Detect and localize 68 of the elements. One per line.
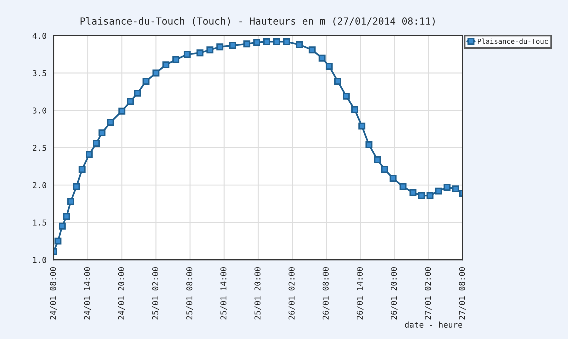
y-tick-label: 1.0 [33,257,46,264]
point [410,189,417,196]
point [184,51,191,58]
point [358,122,366,130]
point [452,186,460,193]
x-tick-label: 24/01 14:00 [84,267,92,320]
point [318,54,326,62]
x-tick-label: 24/01 20:00 [118,267,126,320]
y-tick-label: 2.5 [33,145,46,152]
point [263,38,270,46]
point [134,90,142,97]
x-tick-label: 26/01 20:00 [391,267,398,320]
point [206,46,214,54]
point [444,184,451,192]
x-tick-label: 26/01 14:00 [356,267,364,320]
x-tick-label: 25/01 02:00 [152,267,160,320]
point [352,106,358,114]
x-tick-label: 25/01 20:00 [254,267,262,320]
point [59,222,66,230]
x-axis-title: date - heure [405,322,462,328]
point [118,108,126,115]
point [172,56,180,64]
point [98,130,106,137]
point [229,42,236,50]
x-tick-label: 27/01 08:00 [459,267,466,320]
point [216,44,224,51]
point [107,119,114,126]
point [426,192,434,200]
point [254,39,260,46]
point [142,78,150,85]
point [366,142,373,148]
point [390,175,397,182]
point [152,70,160,77]
point [400,183,407,190]
point [73,183,80,190]
point [86,151,93,158]
point [93,140,100,147]
point [308,46,316,54]
point [435,188,442,195]
point [63,213,70,220]
point [68,198,74,206]
y-tick-label: 3.0 [33,108,46,114]
y-tick-label: 1.5 [33,220,46,226]
chart-title: Plaisance-du-Touch (Touch) - Hauteurs en m (27/01/2014 08:11) [80,17,435,26]
point [343,92,350,100]
x-tick-label: 26/01 02:00 [288,267,296,320]
point [78,166,86,174]
point [162,62,170,69]
x-tick-label: 25/01 08:00 [186,267,194,320]
point [334,78,342,85]
point [54,238,62,245]
point [418,192,426,200]
point [326,63,333,70]
x-tick-label: 24/01 08:00 [50,267,57,320]
x-tick-label: 26/01 08:00 [322,267,330,320]
y-tick-label: 4.0 [32,33,46,40]
point [374,156,382,164]
point [273,38,280,46]
point [296,41,304,48]
point [196,50,204,57]
x-tick-label: 25/01 14:00 [220,267,228,320]
y-tick-label: 2.0 [33,182,46,189]
point [127,98,134,106]
x-tick-label: 27/01 02:00 [425,267,432,320]
y-tick-label: 3.5 [33,70,46,76]
point [381,166,388,174]
point [244,40,251,48]
point [283,38,290,46]
